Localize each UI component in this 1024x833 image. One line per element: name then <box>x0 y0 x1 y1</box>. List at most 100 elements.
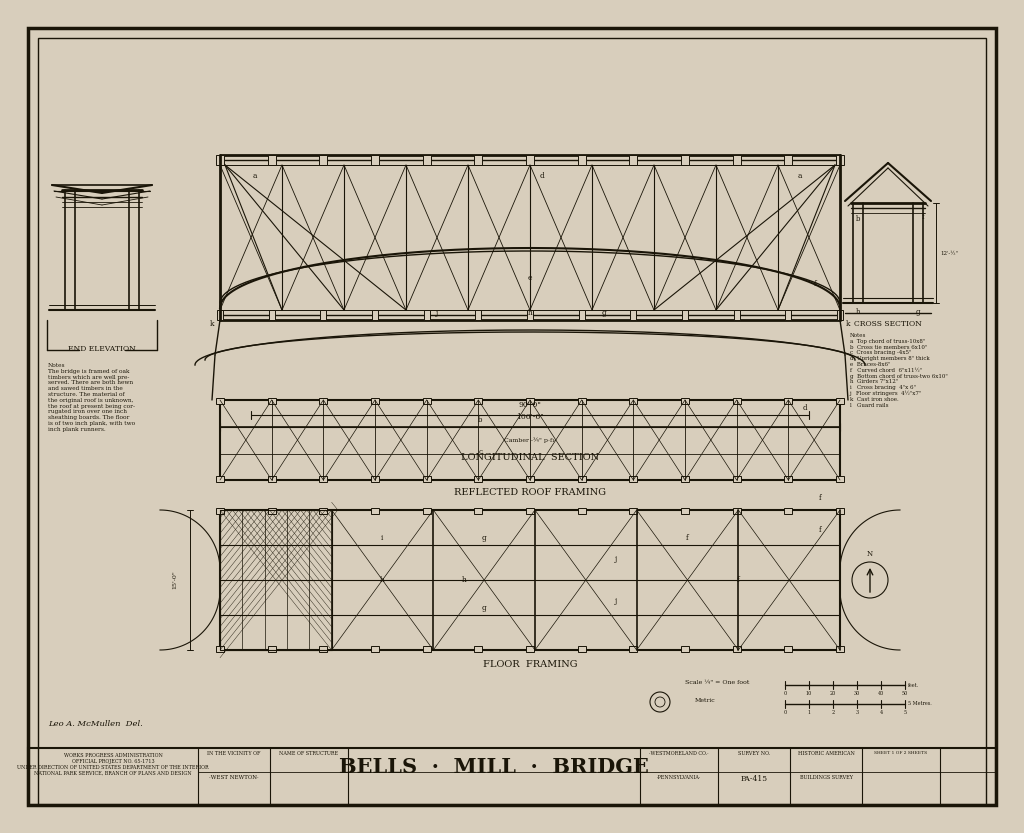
Bar <box>423 398 431 404</box>
Text: NAME OF STRUCTURE: NAME OF STRUCTURE <box>280 751 339 756</box>
Bar <box>220 510 332 650</box>
Text: a: a <box>253 172 257 180</box>
Bar <box>475 310 481 320</box>
Text: g: g <box>481 604 486 612</box>
Bar <box>526 155 534 165</box>
Bar <box>784 155 793 165</box>
Bar <box>630 508 637 514</box>
Text: 15'-0": 15'-0" <box>172 571 177 590</box>
Text: feet.: feet. <box>908 683 920 688</box>
Bar <box>371 155 379 165</box>
Bar <box>681 476 689 482</box>
Bar <box>732 476 740 482</box>
Text: 90'-0": 90'-0" <box>518 401 542 409</box>
Bar <box>785 310 792 320</box>
Text: IN THE VICINITY OF: IN THE VICINITY OF <box>207 751 261 756</box>
Bar <box>216 476 224 482</box>
Bar <box>732 646 740 652</box>
Bar <box>319 508 328 514</box>
Bar <box>630 646 637 652</box>
Text: 106'-6": 106'-6" <box>516 413 544 421</box>
Text: 20: 20 <box>829 691 837 696</box>
Text: 5 Metres.: 5 Metres. <box>908 701 932 706</box>
Bar <box>268 310 274 320</box>
Bar <box>578 646 586 652</box>
Bar <box>319 476 328 482</box>
Bar <box>220 510 840 650</box>
Text: LONGITUDINAL  SECTION: LONGITUDINAL SECTION <box>461 453 599 462</box>
Bar <box>526 646 534 652</box>
Text: b: b <box>856 215 860 223</box>
Text: h: h <box>380 576 385 584</box>
Text: 10: 10 <box>806 691 812 696</box>
Bar <box>424 310 430 320</box>
Text: N: N <box>867 550 873 558</box>
Bar <box>836 646 844 652</box>
Bar <box>784 398 793 404</box>
Bar <box>526 476 534 482</box>
Text: Notes
a  Top chord of truss-10x8"
b  Cross tie members 6x10"
c  Cross bracing -4: Notes a Top chord of truss-10x8" b Cross… <box>850 333 948 408</box>
Bar <box>578 476 586 482</box>
Text: a: a <box>798 172 802 180</box>
Bar <box>371 476 379 482</box>
Bar <box>732 508 740 514</box>
Bar <box>474 155 482 165</box>
Bar <box>681 155 689 165</box>
Bar <box>372 310 378 320</box>
Bar <box>220 400 840 480</box>
Bar <box>836 508 844 514</box>
Text: f: f <box>922 213 925 221</box>
Text: CROSS SECTION: CROSS SECTION <box>854 320 922 328</box>
Text: Metric: Metric <box>695 698 716 703</box>
Text: 0: 0 <box>783 691 786 696</box>
Text: 0: 0 <box>783 710 786 715</box>
Text: WORKS PROGRESS ADMINISTRATION
OFFICIAL PROJECT NO. 65-1713
UNDER DIRECTION OF UN: WORKS PROGRESS ADMINISTRATION OFFICIAL P… <box>17 753 209 776</box>
Bar <box>630 155 637 165</box>
Text: HISTORIC AMERICAN: HISTORIC AMERICAN <box>798 751 854 756</box>
Text: c: c <box>478 448 482 456</box>
Bar <box>836 398 844 404</box>
Bar <box>784 476 793 482</box>
Bar <box>578 398 586 404</box>
Text: h: h <box>856 308 860 316</box>
Text: j: j <box>615 555 617 563</box>
Text: f: f <box>737 576 739 584</box>
Bar <box>216 646 224 652</box>
Bar <box>578 508 586 514</box>
Text: 1: 1 <box>808 710 811 715</box>
Bar <box>267 508 275 514</box>
Bar <box>216 508 224 514</box>
Text: 5: 5 <box>903 710 906 715</box>
Text: d: d <box>540 172 545 180</box>
Text: g: g <box>915 308 921 316</box>
Bar <box>682 310 688 320</box>
Text: Scale ¼" = One foot: Scale ¼" = One foot <box>685 680 750 685</box>
Bar <box>319 398 328 404</box>
Text: ·PENNSYLVANIA·: ·PENNSYLVANIA· <box>656 775 701 780</box>
Text: FLOOR  FRAMING: FLOOR FRAMING <box>482 660 578 669</box>
Bar <box>267 155 275 165</box>
Text: 40: 40 <box>878 691 884 696</box>
Text: h: h <box>462 576 466 584</box>
Bar <box>267 398 275 404</box>
Bar <box>578 155 586 165</box>
Bar <box>474 476 482 482</box>
Text: b: b <box>478 416 482 424</box>
Text: j: j <box>436 309 438 317</box>
Bar <box>732 398 740 404</box>
Text: PA-415: PA-415 <box>740 775 768 783</box>
Bar <box>371 398 379 404</box>
Bar <box>267 476 275 482</box>
Bar <box>319 155 328 165</box>
Text: g: g <box>602 309 607 317</box>
Text: e: e <box>527 274 532 282</box>
Bar <box>217 310 223 320</box>
Text: 4: 4 <box>880 710 883 715</box>
Bar <box>526 508 534 514</box>
Bar <box>371 508 379 514</box>
Text: SURVEY NO.: SURVEY NO. <box>738 751 770 756</box>
Bar <box>630 476 637 482</box>
Text: BELLS  ·  MILL  ·  BRIDGE: BELLS · MILL · BRIDGE <box>339 757 649 777</box>
Text: 12'-½": 12'-½" <box>940 251 957 256</box>
Bar <box>836 476 844 482</box>
